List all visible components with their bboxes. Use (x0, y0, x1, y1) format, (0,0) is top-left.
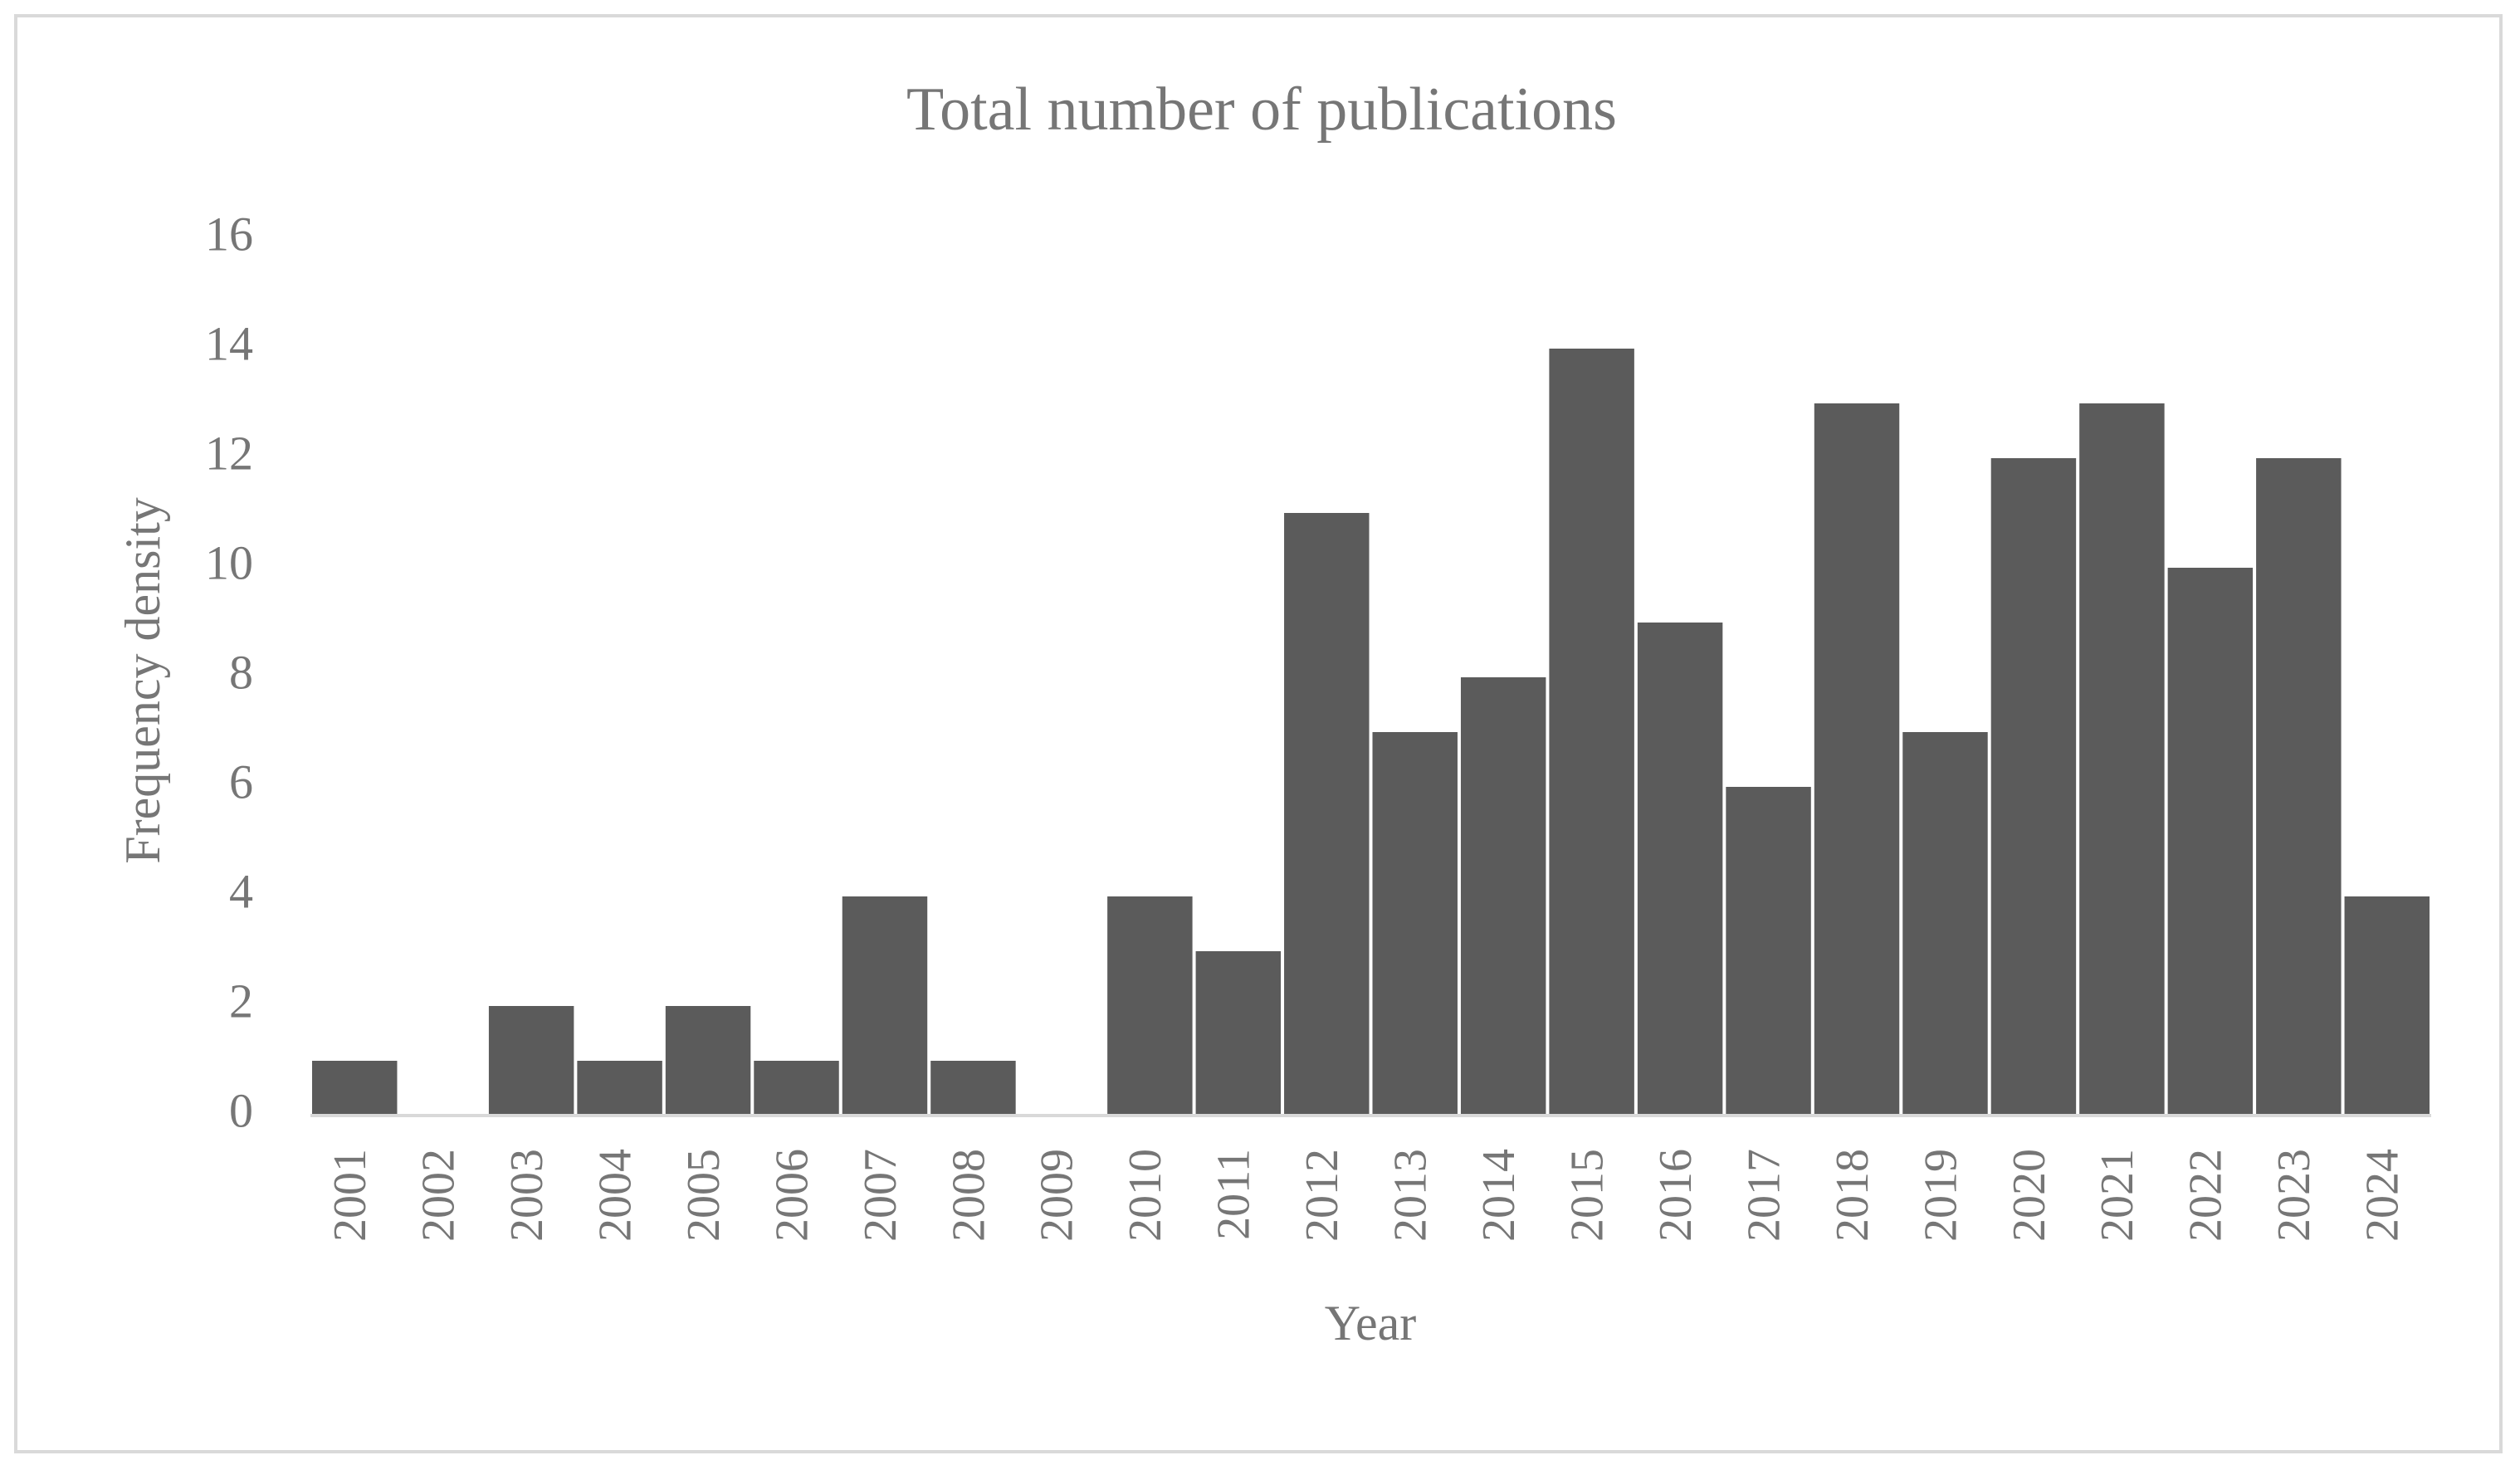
x-tick-label: 2006 (766, 1149, 818, 1242)
y-tick-label: 4 (229, 864, 253, 918)
x-tick-label: 2023 (2268, 1149, 2320, 1242)
x-tick-label: 2020 (2004, 1149, 2055, 1242)
x-tick-label: 2003 (501, 1149, 553, 1242)
x-tick-label: 2017 (1738, 1149, 1790, 1242)
bar (1902, 732, 1988, 1116)
x-tick-label: 2019 (1915, 1149, 1966, 1242)
x-tick-label: 2024 (2357, 1149, 2409, 1242)
y-tick-label: 10 (205, 535, 253, 589)
x-tick-label: 2022 (2181, 1149, 2232, 1242)
x-tick-label: 2016 (1650, 1149, 1702, 1242)
chart-title: Total number of publications (906, 76, 1617, 144)
x-tick-label: 2010 (1120, 1149, 1171, 1242)
bar (1107, 896, 1193, 1116)
bar (2079, 403, 2165, 1116)
x-tick-label: 2007 (855, 1149, 906, 1242)
x-tick-label: 2015 (1561, 1149, 1613, 1242)
x-tick-label: 2013 (1385, 1149, 1437, 1242)
bar (1460, 677, 1546, 1116)
x-tick-label: 2009 (1032, 1149, 1083, 1242)
y-tick-label: 8 (229, 645, 253, 699)
y-axis-label: Frequency density (115, 497, 170, 864)
bar (1549, 349, 1634, 1116)
x-tick-label: 2018 (1827, 1149, 1878, 1242)
x-tick-label: 2005 (678, 1149, 730, 1242)
bar (2344, 896, 2430, 1116)
y-tick-label: 16 (205, 207, 253, 261)
bar (842, 896, 928, 1116)
x-tick-label: 2008 (943, 1149, 994, 1242)
bar (2167, 568, 2254, 1116)
x-tick-label: 2021 (2092, 1149, 2143, 1242)
bar (930, 1061, 1016, 1116)
bar (488, 1006, 574, 1116)
x-tick-label: 2012 (1297, 1149, 1348, 1242)
x-tick-label: 2001 (325, 1149, 376, 1242)
bar (1637, 623, 1723, 1116)
y-tick-label: 14 (205, 316, 253, 370)
bar (1284, 513, 1370, 1116)
bar (2256, 458, 2342, 1116)
x-axis-label: Year (1325, 1296, 1417, 1350)
y-tick-label: 12 (205, 426, 253, 480)
bar (1990, 458, 2077, 1116)
x-tick-label: 2011 (1209, 1149, 1260, 1240)
bar (1726, 787, 1811, 1116)
bar (1195, 951, 1282, 1116)
y-tick-label: 6 (229, 754, 253, 808)
y-tick-label: 0 (229, 1083, 253, 1137)
bar (577, 1061, 662, 1116)
bar (312, 1061, 398, 1116)
y-tick-label: 2 (229, 974, 253, 1028)
x-tick-label: 2002 (413, 1149, 465, 1242)
x-tick-label: 2014 (1473, 1149, 1525, 1242)
x-tick-label: 2004 (589, 1149, 641, 1242)
bar (665, 1006, 751, 1116)
bar (1814, 403, 1900, 1116)
bar (1372, 732, 1458, 1116)
bar (754, 1061, 839, 1116)
